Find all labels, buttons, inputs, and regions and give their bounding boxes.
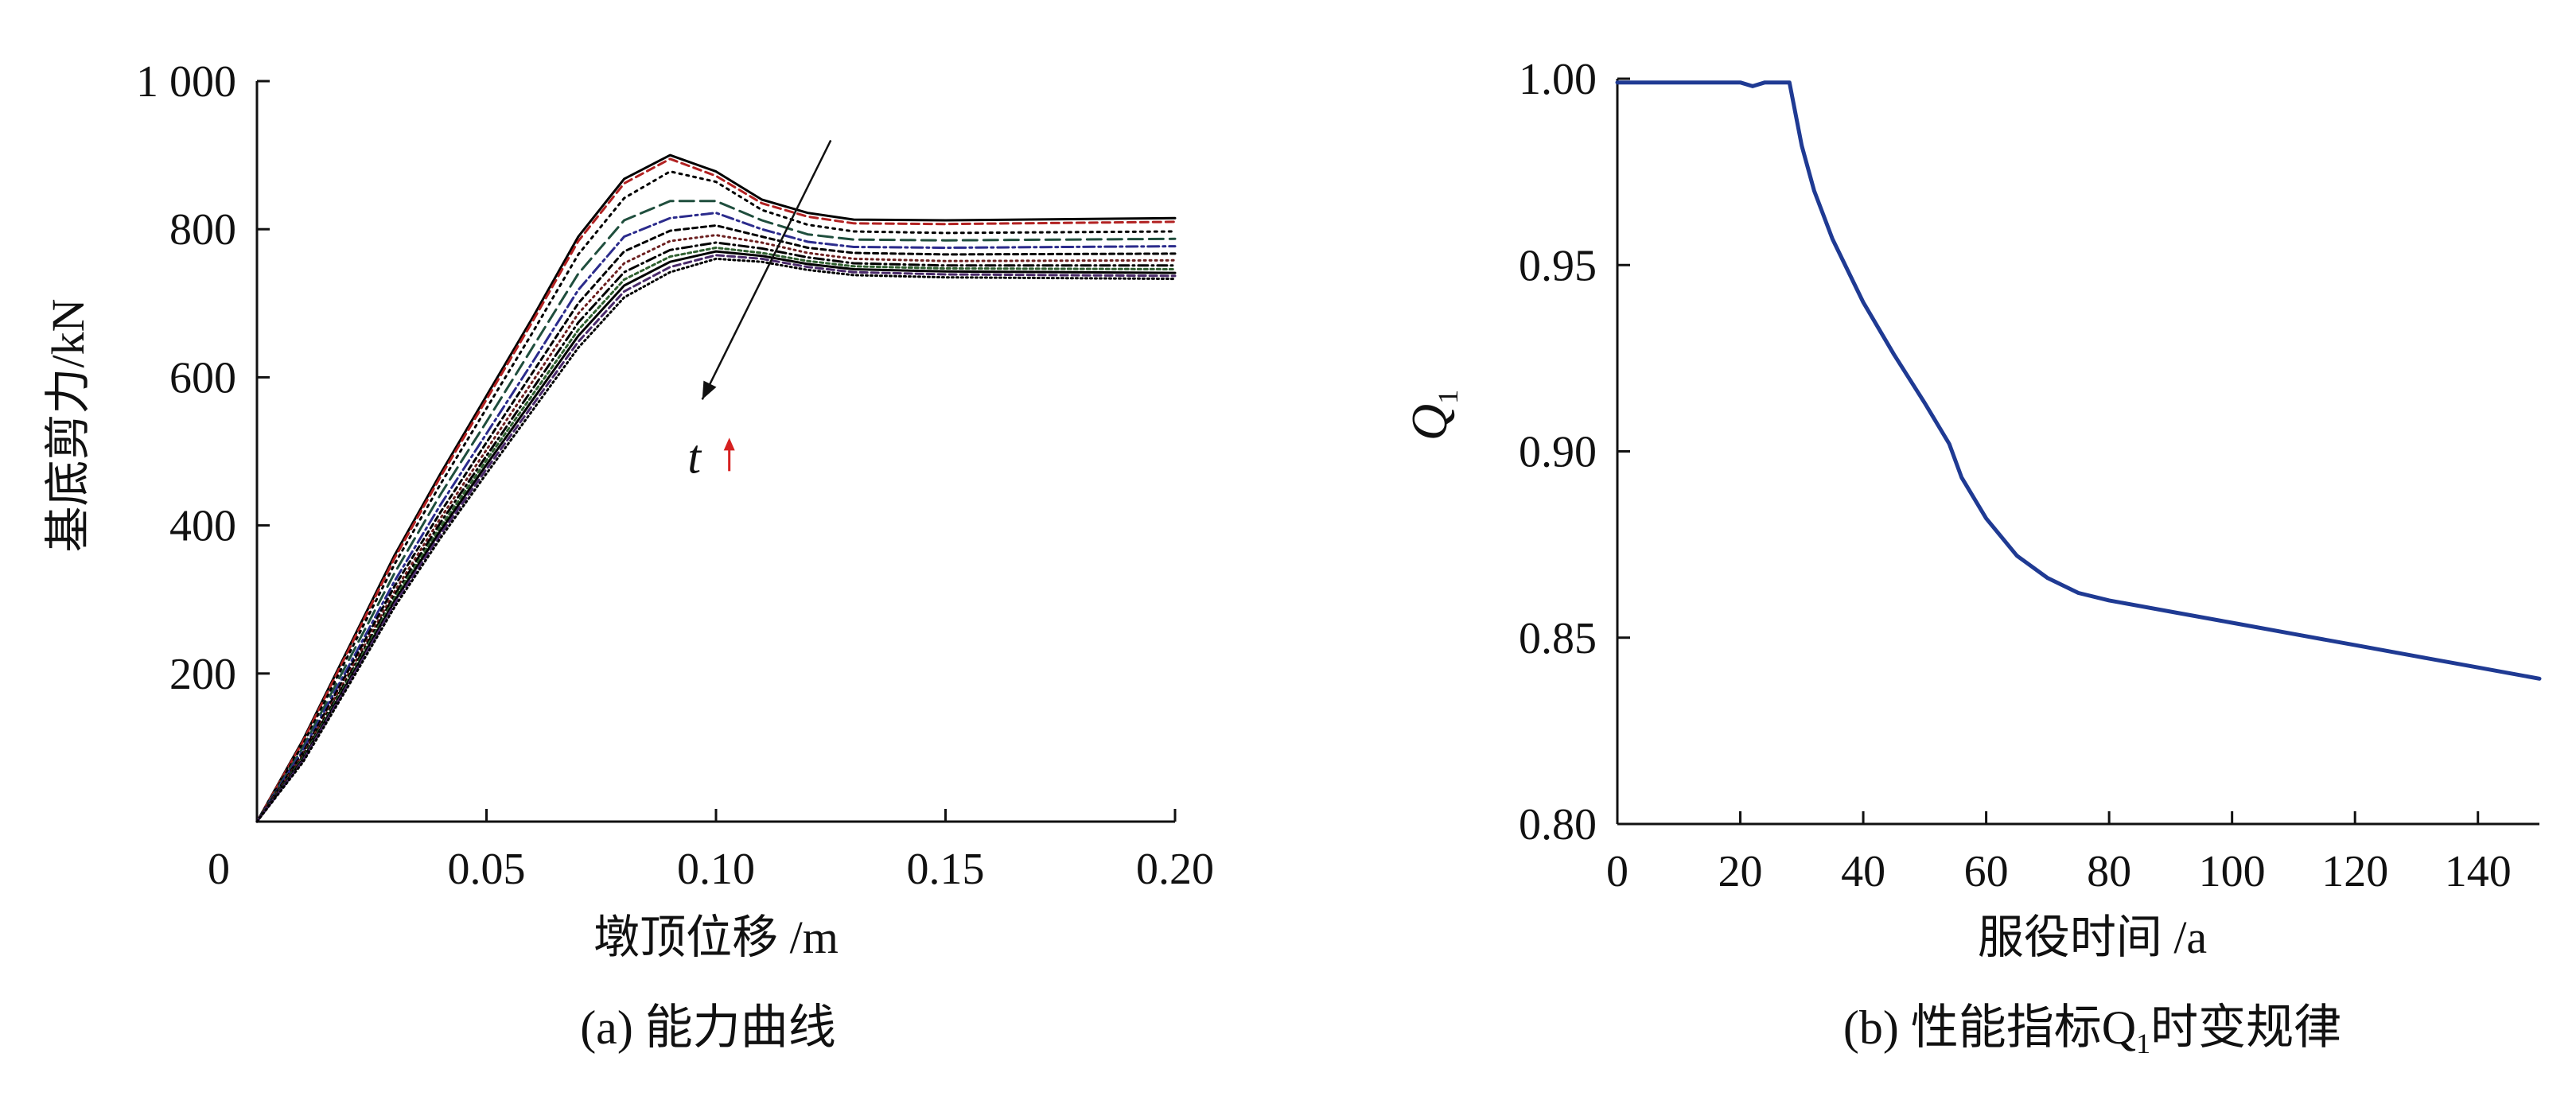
panel-a-series-line <box>255 170 1177 823</box>
panel-b-x-tick-label: 100 <box>2199 847 2266 896</box>
panel-b-series-group <box>1615 80 2542 681</box>
panel-a-series-line <box>255 224 1177 823</box>
panel-a-series-group <box>255 154 1177 823</box>
panel-a-x-tick-label: 0.05 <box>448 845 526 894</box>
panel-b-y-tick-label: 0.85 <box>1519 614 1597 663</box>
panel-a-caption: (a) 能力曲线 <box>580 1001 836 1054</box>
panel-a-series-line <box>255 254 1177 823</box>
panel-a-series-line <box>255 157 1177 823</box>
panel-b-y-tick-label: 0.90 <box>1519 428 1597 477</box>
panel-a-annotation: t <box>687 139 832 483</box>
panel-a-x-axis-title: 墩顶位移 /m <box>593 911 839 963</box>
panel-b-x-axis-title: 服役时间 /a <box>1978 911 2207 963</box>
increase-arrow-head <box>723 437 735 451</box>
panel-b-caption: (b) 性能指标Q <box>1843 1001 2136 1054</box>
panel-a-series-line <box>255 234 1177 823</box>
panel-a-axes: 0 0.05 0.10 0.15 0.20 200 400 600 800 1 000 <box>136 57 1214 894</box>
panel-a-x-tick-label: 0 <box>208 845 230 894</box>
trend-arrow-line <box>701 139 832 400</box>
panel-a-series-line <box>255 247 1177 823</box>
panel-a-y-tick-label: 600 <box>169 353 236 402</box>
panel-b-x-tick-label: 20 <box>1718 847 1763 896</box>
panel-a-series-line <box>255 212 1177 823</box>
panel-b-y-axis-title-subscript: 1 <box>1432 390 1464 404</box>
panel-a-y-tick-label: 800 <box>169 205 236 255</box>
panel-b-y-axis-title: Q <box>1401 404 1457 441</box>
panel-b-caption-group: (b) 性能指标Q1时变规律 <box>1843 1001 2341 1059</box>
panel-a-series-line <box>255 257 1177 823</box>
panel-a-y-tick-label: 400 <box>169 502 236 551</box>
panel-a-y-tick-label: 200 <box>169 650 236 699</box>
panel-b-caption-tail: 时变规律 <box>2150 1001 2341 1054</box>
panel-b-y-tick-label: 0.80 <box>1519 800 1597 849</box>
panel-a-y-axis-title: 基底剪力/kN <box>42 298 94 552</box>
panel-a-x-tick-label: 0.20 <box>1136 845 1214 894</box>
panel-b-x-tick-label: 60 <box>1964 847 2009 896</box>
panel-b-y-tick-label: 0.95 <box>1519 241 1597 290</box>
trend-arrow-head <box>702 380 717 400</box>
panel-a-capacity-curve: 0 0.05 0.10 0.15 0.20 200 400 600 800 1 000 t 墩顶位… <box>42 57 1214 1054</box>
panel-b-x-tick-label: 40 <box>1841 847 1885 896</box>
panel-b-q1-time-variation: 0 20 40 60 80 100 120 140 0.80 0.85 0.90 0.95 1.00 服… <box>1401 55 2542 1059</box>
panel-b-y-axis-title-group: Q1 <box>1401 390 1464 441</box>
trend-label-t: t <box>687 430 702 483</box>
panel-b-axes: 0 20 40 60 80 100 120 140 0.80 0.85 0.90 0.95 1.00 <box>1519 55 2539 896</box>
panel-a-series-line <box>255 241 1177 823</box>
panel-a-series-line <box>255 200 1177 823</box>
panel-a-series-line <box>255 250 1177 823</box>
panel-b-x-tick-label: 80 <box>2087 847 2131 896</box>
panel-b-x-tick-label: 0 <box>1606 847 1628 896</box>
panel-b-x-tick-label: 120 <box>2321 847 2388 896</box>
panel-b-series-line <box>1615 80 2542 681</box>
panel-b-y-tick-label: 1.00 <box>1519 55 1597 104</box>
panel-b-x-tick-label: 140 <box>2445 847 2512 896</box>
panel-b-caption-subscript: 1 <box>2136 1028 2150 1059</box>
panel-a-y-tick-label: 1 000 <box>136 57 236 107</box>
panel-a-x-tick-label: 0.10 <box>677 845 755 894</box>
panel-a-x-tick-label: 0.15 <box>907 845 985 894</box>
svg-text:Q1: Q1 <box>1401 390 1464 441</box>
